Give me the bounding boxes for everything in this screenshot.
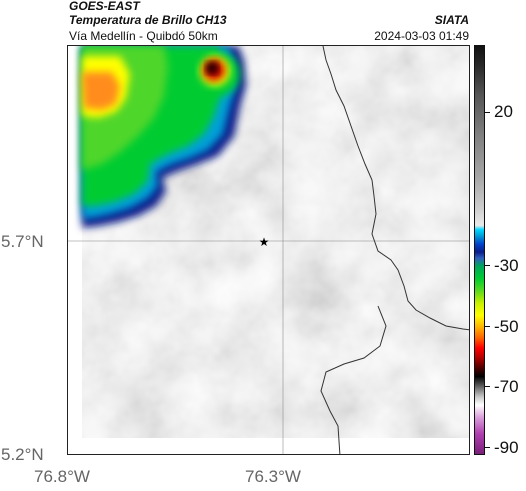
colorbar-label: -70	[494, 377, 519, 396]
timestamp-label: 2024-03-03 01:49	[374, 29, 469, 43]
department-border	[322, 46, 469, 331]
colorbar-tick	[485, 447, 490, 448]
colorbar	[474, 45, 485, 455]
colorbar-tick	[485, 386, 490, 387]
colorbar-label: -50	[494, 317, 519, 336]
lat-tick-label: 5.7°N	[1, 232, 44, 251]
satellite-name: GOES-EAST	[69, 0, 140, 13]
department-border-2	[320, 305, 387, 454]
colorbar-label: -90	[494, 438, 519, 457]
colorbar-tick	[485, 326, 490, 327]
colorbar-tick	[485, 112, 490, 113]
star-icon: ★	[259, 235, 270, 249]
colorbar-tick	[485, 265, 490, 266]
organization-label: SIATA	[434, 13, 469, 27]
lat-tick-label: 5.2°N	[1, 445, 44, 464]
product-title: Temperatura de Brillo CH13	[69, 13, 227, 27]
colorbar-label: -30	[494, 256, 519, 275]
lon-tick-label: 76.3°W	[245, 467, 301, 486]
satellite-map[interactable]: ★	[67, 45, 470, 455]
lon-tick-label: 76.8°W	[34, 467, 90, 486]
colorbar-label: 20	[494, 102, 513, 121]
cloud-top-cluster	[82, 46, 246, 228]
map-canvas: ★	[68, 46, 469, 454]
route-subtitle: Vía Medellín - Quibdó 50km	[69, 29, 218, 43]
